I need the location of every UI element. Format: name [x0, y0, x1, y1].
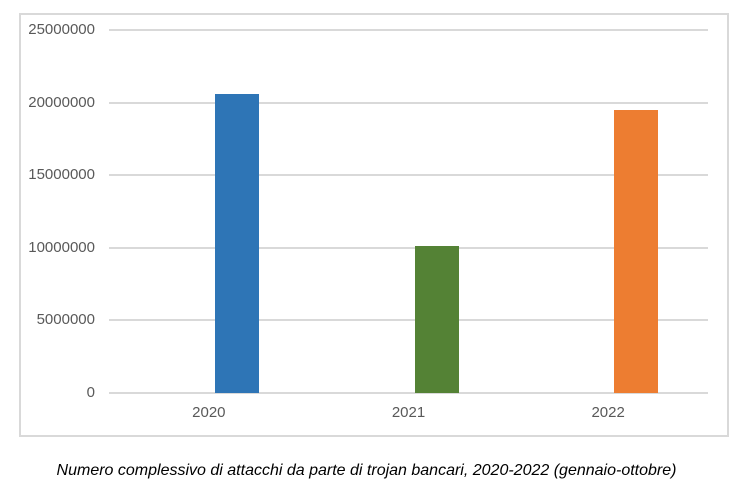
chart-caption: Numero complessivo di attacchi da parte … [56, 462, 677, 479]
x-tick-label-2022: 2022 [591, 404, 625, 421]
y-tick-label: 20000000 [28, 93, 95, 111]
bar-2022 [614, 109, 659, 393]
y-tick-label: 15000000 [28, 166, 95, 184]
y-tick-label: 25000000 [28, 21, 95, 38]
gridline [109, 392, 708, 394]
gridline [109, 319, 708, 322]
y-tick-label: 5000000 [36, 311, 95, 329]
bar-2021 [414, 246, 459, 393]
x-tick-label-2021: 2021 [391, 404, 426, 421]
y-tick-label: 10000000 [28, 238, 95, 256]
gridline [109, 174, 708, 177]
x-tick-label-2020: 2020 [192, 404, 226, 421]
bar-2020 [214, 93, 259, 393]
gridline [109, 29, 708, 31]
gridline [109, 246, 708, 249]
plot-area [109, 29, 708, 394]
y-tick-label: 0 [86, 384, 95, 401]
chart-frame: 0 5000000 10000000 15000000 20000000 25000000… [19, 13, 729, 437]
gridline [109, 101, 708, 104]
